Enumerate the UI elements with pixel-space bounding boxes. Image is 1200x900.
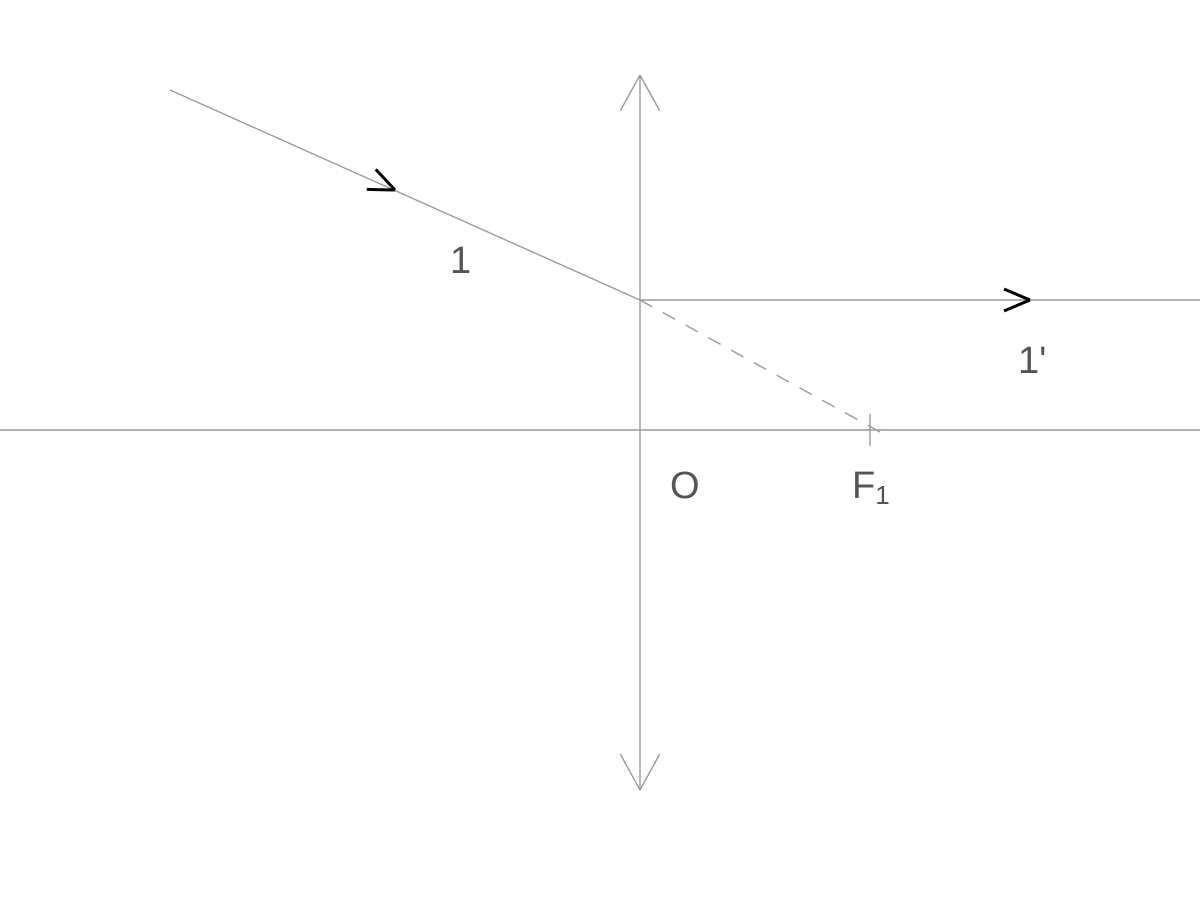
label-focus-f1: F1 [852,465,890,508]
optics-diagram [0,0,1200,900]
incident-ray [170,90,640,300]
label-ray-1-prime: 1' [1018,340,1046,383]
virtual-ray [640,300,880,432]
label-center-o: O [670,465,700,508]
label-ray-1: 1 [450,240,471,283]
